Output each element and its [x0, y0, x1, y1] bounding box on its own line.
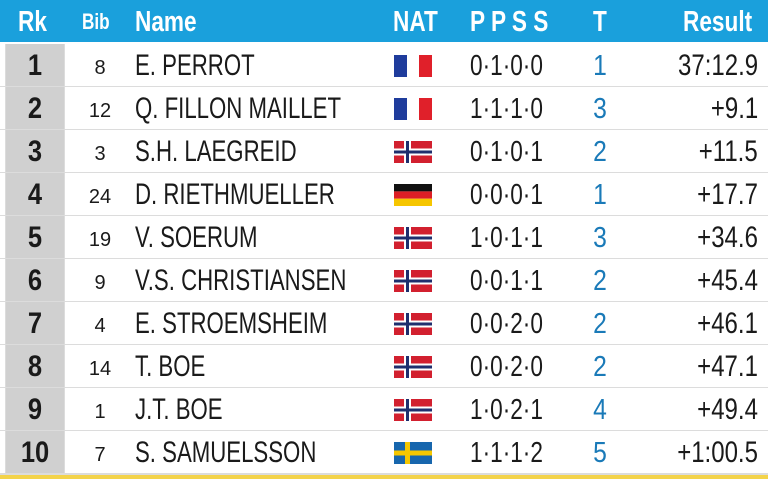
- rank-cell: 4: [5, 173, 65, 215]
- table-row: 9 1 J.T. BOE 1·0·2·1 4 +49.4: [0, 388, 768, 432]
- rank-cell: 7: [5, 302, 65, 344]
- result-cell: +34.6: [697, 221, 758, 254]
- shooting-cell: 1·1·1·2: [470, 437, 543, 469]
- result-cell: +45.4: [697, 264, 758, 297]
- total-misses-cell: 3: [593, 222, 607, 254]
- header-result: Result: [683, 6, 753, 38]
- result-cell: +17.7: [697, 178, 758, 211]
- norway-flag-icon: [394, 399, 432, 421]
- shooting-cell: 1·0·1·1: [470, 222, 543, 254]
- sweden-flag-icon: [394, 442, 432, 464]
- athlete-name: E. PERROT: [135, 49, 255, 82]
- germany-flag-icon: [394, 184, 432, 206]
- header-name: Name: [135, 6, 197, 38]
- rank-cell: 2: [5, 87, 65, 129]
- table-row: 3 3 S.H. LAEGREID 0·1·0·1 2 +11.5: [0, 130, 768, 174]
- total-misses-cell: 2: [593, 265, 607, 297]
- rank-cell: 5: [5, 216, 65, 258]
- header-rank: Rk: [18, 6, 47, 38]
- bib-cell: 7: [94, 444, 106, 466]
- shooting-cell: 0·0·2·0: [470, 308, 543, 340]
- athlete-name: E. STROEMSHEIM: [135, 307, 328, 340]
- table-header: Rk Bib Name NAT P P S S T Result: [0, 0, 768, 44]
- result-cell: +47.1: [697, 350, 758, 383]
- table-row: 1 8 E. PERROT 0·1·0·0 1 37:12.9: [0, 44, 768, 88]
- table-row: 8 14 T. BOE 0·0·2·0 2 +47.1: [0, 345, 768, 389]
- total-misses-cell: 4: [593, 394, 607, 426]
- rank-cell: 9: [5, 388, 65, 430]
- table-row: 5 19 V. SOERUM 1·0·1·1 3 +34.6: [0, 216, 768, 260]
- france-flag-icon: [394, 98, 432, 120]
- athlete-name: D. RIETHMUELLER: [135, 178, 335, 211]
- header-nat: NAT: [393, 6, 438, 38]
- athlete-name: S. SAMUELSSON: [135, 436, 317, 469]
- bib-cell: 12: [88, 100, 112, 122]
- rank-cell: 6: [5, 259, 65, 301]
- result-cell: 37:12.9: [677, 49, 758, 82]
- bib-cell: 19: [88, 229, 112, 251]
- header-t: T: [593, 6, 607, 38]
- norway-flag-icon: [394, 356, 432, 378]
- shooting-cell: 0·0·2·0: [470, 351, 543, 383]
- total-misses-cell: 3: [593, 93, 607, 125]
- rank-cell: 8: [5, 345, 65, 387]
- total-misses-cell: 5: [593, 437, 607, 469]
- athlete-name: Q. FILLON MAILLET: [135, 92, 342, 125]
- result-cell: +1:00.5: [677, 436, 758, 469]
- total-misses-cell: 1: [593, 179, 607, 211]
- athlete-name: T. BOE: [135, 350, 206, 383]
- result-cell: +9.1: [710, 92, 758, 125]
- header-ppss: P P S S: [470, 6, 549, 38]
- table-row: 7 4 E. STROEMSHEIM 0·0·2·0 2 +46.1: [0, 302, 768, 346]
- athlete-name: J.T. BOE: [135, 393, 223, 426]
- athlete-name: V.S. CHRISTIANSEN: [135, 264, 347, 297]
- result-cell: +11.5: [699, 135, 758, 168]
- shooting-cell: 1·0·2·1: [470, 394, 543, 426]
- total-misses-cell: 2: [593, 351, 607, 383]
- table-row: 2 12 Q. FILLON MAILLET 1·1·1·0 3 +9.1: [0, 87, 768, 131]
- shooting-cell: 0·0·1·1: [470, 265, 543, 297]
- athlete-name: S.H. LAEGREID: [135, 135, 297, 168]
- norway-flag-icon: [394, 141, 432, 163]
- bib-cell: 3: [94, 143, 106, 165]
- bib-cell: 14: [88, 358, 112, 380]
- shooting-cell: 0·0·0·1: [470, 179, 543, 211]
- bib-cell: 4: [94, 315, 106, 337]
- total-misses-cell: 2: [593, 136, 607, 168]
- table-row: 10 7 S. SAMUELSSON 1·1·1·2 5 +1:00.5: [0, 431, 768, 475]
- shooting-cell: 0·1·0·1: [470, 136, 543, 168]
- total-misses-cell: 2: [593, 308, 607, 340]
- bib-cell: 8: [94, 57, 106, 79]
- norway-flag-icon: [394, 270, 432, 292]
- rank-cell: 3: [5, 130, 65, 172]
- table-row: 6 9 V.S. CHRISTIANSEN 0·0·1·1 2 +45.4: [0, 259, 768, 303]
- shooting-cell: 1·1·1·0: [470, 93, 543, 125]
- shooting-cell: 0·1·0·0: [470, 50, 543, 82]
- bib-cell: 1: [94, 401, 106, 423]
- norway-flag-icon: [394, 227, 432, 249]
- athlete-name: V. SOERUM: [135, 221, 258, 254]
- norway-flag-icon: [394, 313, 432, 335]
- bib-cell: 9: [94, 272, 106, 294]
- table-row: 4 24 D. RIETHMUELLER 0·0·0·1 1 +17.7: [0, 173, 768, 217]
- bib-cell: 24: [88, 186, 112, 208]
- total-misses-cell: 1: [593, 50, 607, 82]
- rank-cell: 1: [5, 44, 65, 86]
- rank-cell: 10: [5, 431, 65, 473]
- header-bib: Bib: [82, 9, 110, 34]
- result-cell: +46.1: [697, 307, 758, 340]
- result-cell: +49.4: [697, 393, 758, 426]
- france-flag-icon: [394, 55, 432, 77]
